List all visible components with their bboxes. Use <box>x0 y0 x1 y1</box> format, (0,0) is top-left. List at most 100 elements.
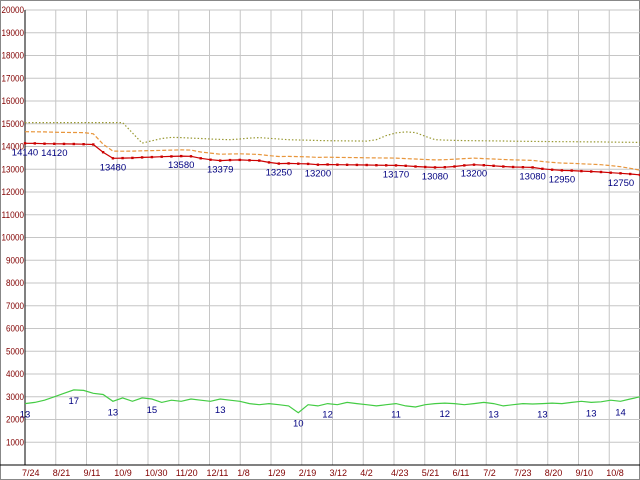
data-point-marker <box>609 171 612 174</box>
x-axis-tick-label: 10/8 <box>606 468 624 478</box>
y-axis-tick-label: 8000 <box>6 278 24 288</box>
data-point-marker <box>92 143 95 146</box>
data-point-marker <box>580 169 583 173</box>
data-point-marker <box>150 155 154 159</box>
data-point-marker <box>248 159 251 162</box>
data-label: 13 <box>108 407 119 418</box>
y-axis-tick-label: 5000 <box>6 346 24 356</box>
x-axis-tick-label: 10/9 <box>114 468 132 478</box>
data-point-marker <box>297 162 300 165</box>
x-axis-tick-label: 3/12 <box>330 468 348 478</box>
x-axis-tick-label: 6/11 <box>453 468 470 478</box>
x-axis-tick-label: 7/23 <box>514 468 532 478</box>
y-axis-tick-label: 11000 <box>2 210 25 220</box>
data-point-marker <box>336 163 339 166</box>
data-label: 13379 <box>207 165 233 176</box>
data-point-marker <box>453 165 456 168</box>
x-axis-tick-label: 8/21 <box>53 468 71 478</box>
data-point-marker <box>365 163 368 167</box>
data-point-marker <box>394 164 398 167</box>
data-point-marker <box>267 161 271 164</box>
y-axis-tick-label: 20000 <box>2 5 25 15</box>
x-axis-tick-label: 10/30 <box>145 468 168 478</box>
series-line-orange-dashed <box>24 131 640 171</box>
data-label: 17 <box>69 396 80 407</box>
x-axis-tick-label: 4/2 <box>360 468 373 478</box>
data-point-marker <box>570 169 573 172</box>
data-point-marker <box>590 170 593 173</box>
data-label: 11 <box>391 410 401 421</box>
data-label: 13 <box>488 410 499 421</box>
data-label: 13 <box>586 408 597 419</box>
data-label: 13080 <box>422 171 448 182</box>
y-axis-tick-label: 17000 <box>2 73 25 83</box>
data-point-marker <box>43 142 46 145</box>
data-point-marker <box>511 165 515 169</box>
y-axis-tick-label: 10000 <box>2 233 25 243</box>
data-point-marker <box>521 166 525 169</box>
x-axis-tick-label: 2/19 <box>299 468 317 478</box>
data-point-marker <box>121 156 124 160</box>
data-label: 13200 <box>461 169 487 180</box>
data-point-marker <box>228 158 232 162</box>
x-axis-tick-label: 7/24 <box>22 468 40 478</box>
data-point-marker <box>492 164 495 167</box>
data-point-marker <box>482 164 485 167</box>
data-label: 14 <box>615 407 626 418</box>
data-point-marker <box>472 163 476 166</box>
data-point-marker <box>424 165 427 169</box>
x-axis-tick-label: 5/21 <box>422 468 440 478</box>
y-axis-tick-label: 9000 <box>6 255 24 265</box>
data-label: 10 <box>293 419 304 430</box>
data-point-marker <box>560 169 564 172</box>
y-axis-tick-label: 2000 <box>6 415 24 425</box>
data-point-marker <box>209 158 212 161</box>
x-axis-tick-label: 7/2 <box>483 468 496 478</box>
data-point-marker <box>199 157 202 160</box>
data-point-marker <box>140 156 144 159</box>
data-label: 12 <box>322 410 333 421</box>
data-point-marker <box>414 165 417 168</box>
data-label: 14140 <box>12 147 38 158</box>
data-point-marker <box>111 157 115 160</box>
data-point-marker <box>82 143 85 146</box>
data-point-marker <box>131 156 134 160</box>
data-point-marker <box>23 142 27 145</box>
data-label: 12 <box>440 409 451 420</box>
x-axis-tick-label: 1/29 <box>268 468 286 478</box>
y-axis-tick-label: 4000 <box>6 369 24 379</box>
data-point-marker <box>355 163 359 167</box>
data-point-marker <box>101 151 105 154</box>
y-axis-tick-label: 7000 <box>6 301 24 311</box>
data-point-marker <box>502 165 505 168</box>
data-point-marker <box>629 172 632 176</box>
y-axis-tick-label: 12000 <box>2 187 25 197</box>
data-point-marker <box>345 163 349 166</box>
data-point-marker <box>258 159 261 162</box>
data-label: 14120 <box>41 148 67 159</box>
x-axis-tick-label: 1/8 <box>237 468 250 478</box>
data-label: 12750 <box>608 178 634 189</box>
data-point-marker <box>180 154 183 158</box>
data-label: 13170 <box>383 169 409 180</box>
y-axis-tick-label: 15000 <box>2 119 25 129</box>
y-axis-tick-label: 18000 <box>2 51 25 61</box>
data-point-marker <box>219 159 222 162</box>
y-axis-tick-label: 16000 <box>2 96 25 106</box>
data-point-marker <box>599 170 603 174</box>
data-point-marker <box>53 142 56 145</box>
data-label: 13480 <box>100 162 126 173</box>
data-label: 13 <box>215 405 226 416</box>
series-line-green-solid <box>24 389 640 414</box>
data-point-marker <box>443 166 446 169</box>
data-label: 12950 <box>549 174 575 185</box>
data-point-marker <box>72 142 75 146</box>
data-point-marker <box>638 173 640 177</box>
data-point-marker <box>385 164 388 167</box>
data-label: 13200 <box>305 169 331 180</box>
data-point-marker <box>326 163 329 166</box>
y-axis-tick-label: 13000 <box>2 164 25 174</box>
data-point-marker <box>62 142 66 146</box>
